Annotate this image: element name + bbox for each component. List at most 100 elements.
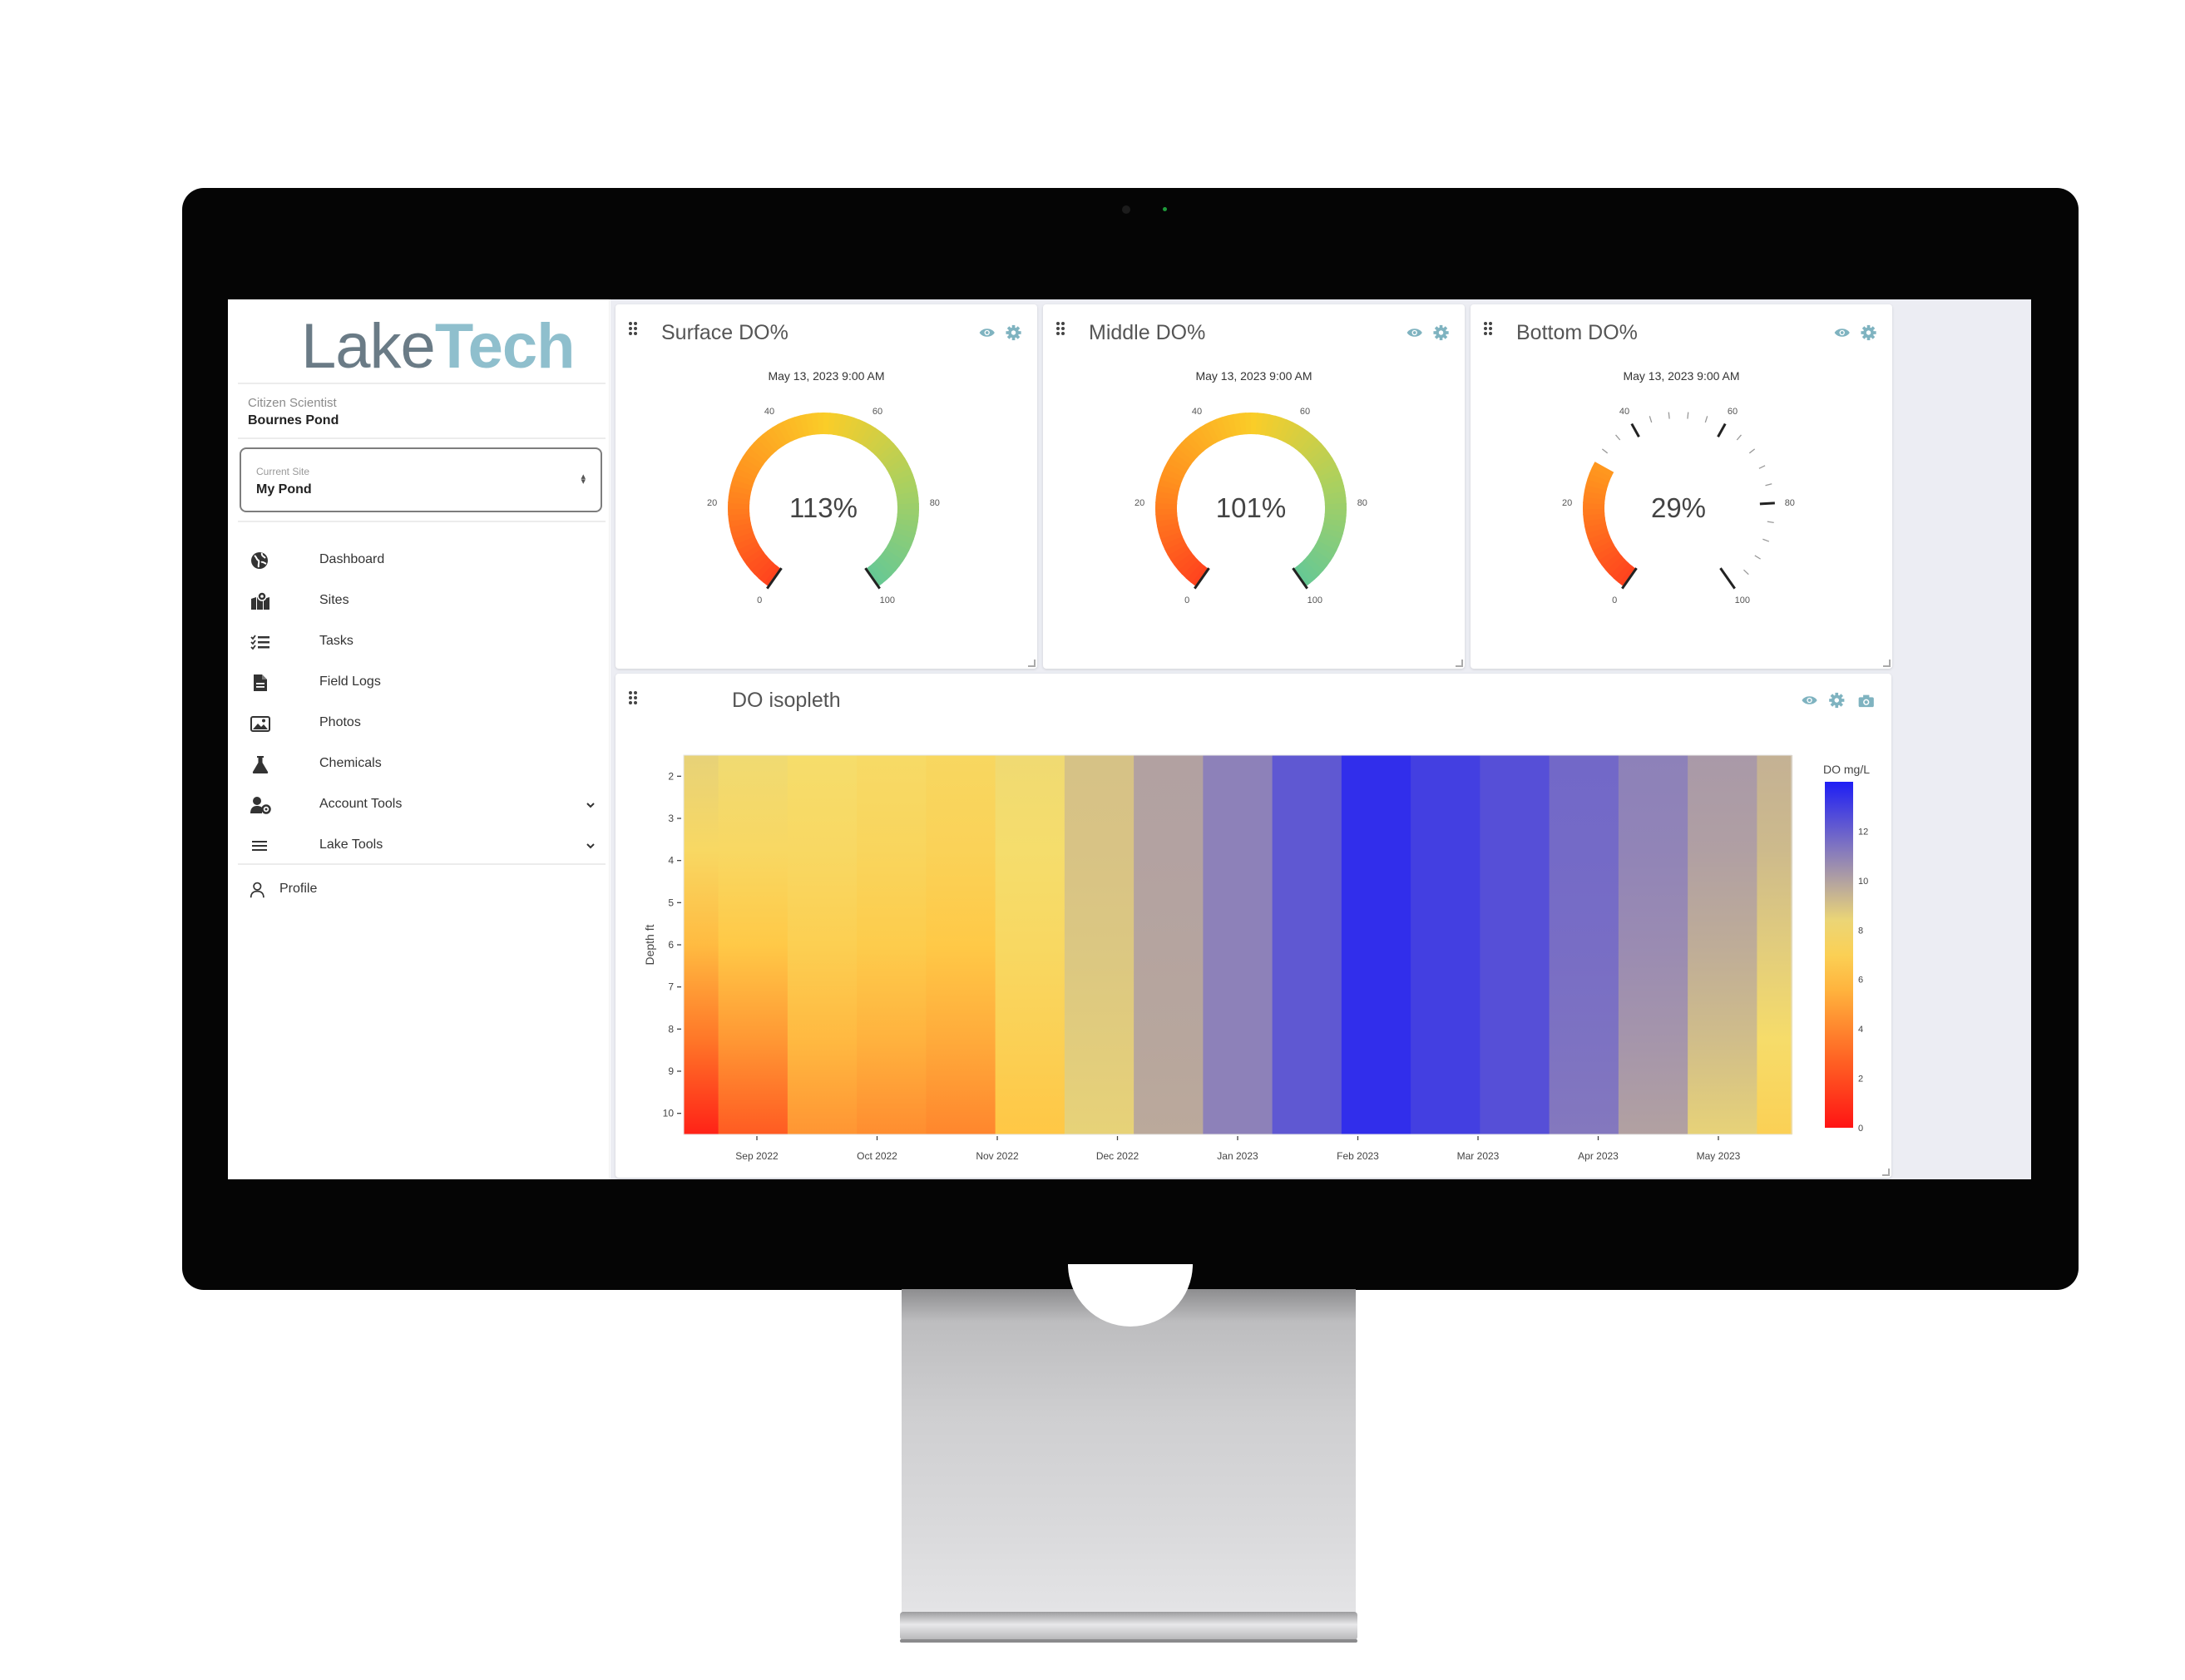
- card-title: Bottom DO%: [1516, 321, 1638, 344]
- gauge-tick-label: 80: [1357, 498, 1367, 508]
- stand-foot-edge: [900, 1639, 1357, 1643]
- gauge-card-surface: Surface DO% May 13, 2023 9:00 AM 0 20 40 60…: [615, 304, 1037, 669]
- eye-icon[interactable]: [1834, 329, 1850, 337]
- user-cog-icon: [250, 797, 271, 814]
- logo-part-tech: Tech: [434, 311, 576, 382]
- isopleth-card: 2 3 4 5 6 7 8 9 10 Depth ft Sep 2022 Oct 2022 Nov 20…: [615, 674, 1891, 1178]
- nav-item-field-logs[interactable]: Field Logs: [250, 668, 599, 698]
- heatmap-cell: [926, 755, 996, 1134]
- sidebar: LakeTech Citizen Scientist Bournes Pond …: [228, 299, 610, 1179]
- select-arrows-icon: ▴ ▾: [581, 472, 586, 487]
- y-tick-label: 4: [668, 855, 674, 867]
- logo[interactable]: LakeTech: [301, 309, 576, 384]
- gauge-value-arc: [1591, 462, 1614, 477]
- y-tick-label: 8: [668, 1023, 674, 1035]
- nav-label: Chemicals: [319, 756, 382, 770]
- gauge-tick-label: 100: [880, 595, 895, 605]
- resize-handle[interactable]: [1882, 1169, 1890, 1176]
- screen: LakeTech Citizen Scientist Bournes Pond …: [228, 299, 2031, 1179]
- drag-handle-icon[interactable]: [1055, 321, 1065, 336]
- gauge-tick-label: 60: [1300, 407, 1310, 417]
- gauge-value-label: 101%: [1216, 492, 1286, 523]
- nav-item-dashboard[interactable]: Dashboard: [250, 546, 599, 576]
- nav-item-account-tools[interactable]: Account Tools: [250, 790, 599, 820]
- monitor-stand: [902, 1289, 1356, 1613]
- x-tick-label: Jan 2023: [1217, 1150, 1258, 1162]
- gear-icon[interactable]: [1861, 324, 1876, 341]
- heatmap-cell: [1618, 755, 1689, 1134]
- camera-icon[interactable]: [1858, 694, 1874, 708]
- plot-frame: [683, 754, 1792, 1135]
- nav-item-sites[interactable]: Sites: [250, 586, 599, 616]
- nav-label: Lake Tools: [319, 838, 383, 852]
- card-title: Middle DO%: [1089, 321, 1206, 344]
- divider: [238, 383, 606, 384]
- gauge-tick-label: 40: [1192, 407, 1202, 417]
- nav-item-chemicals[interactable]: Chemicals: [250, 749, 599, 779]
- heatmap-cell: [857, 755, 927, 1134]
- gauge-tick-label: 80: [1785, 498, 1795, 508]
- stand-foot: [900, 1612, 1357, 1640]
- organization-name: Bournes Pond: [248, 413, 339, 427]
- document-icon: [254, 674, 267, 691]
- gauge-major-tick: [1194, 567, 1210, 590]
- gear-icon[interactable]: [1006, 324, 1021, 341]
- resize-handle[interactable]: [1028, 660, 1036, 667]
- drag-handle-icon[interactable]: [628, 690, 638, 705]
- chevron-down-icon[interactable]: [586, 800, 596, 810]
- y-axis-label: Depth ft: [643, 924, 656, 965]
- y-tick-label: 5: [668, 897, 674, 908]
- menu-lines-icon: [252, 841, 267, 851]
- drag-handle-icon[interactable]: [628, 321, 638, 336]
- flask-icon: [252, 756, 269, 773]
- y-tick-label: 10: [663, 1108, 675, 1119]
- gauge-tick-label: 100: [1308, 595, 1322, 605]
- nav-label: Profile: [279, 882, 318, 896]
- gauge-major-tick: [1621, 567, 1638, 590]
- y-tick-label: 3: [668, 813, 674, 824]
- x-tick-label: Mar 2023: [1457, 1150, 1500, 1162]
- nav-item-photos[interactable]: Photos: [250, 709, 599, 739]
- gauge-tick-label: 20: [1135, 498, 1144, 508]
- nav-item-tasks[interactable]: Tasks: [250, 627, 599, 657]
- eye-icon[interactable]: [1406, 329, 1422, 337]
- gauge-tick-label: 60: [873, 407, 882, 417]
- heatmap-cell: [684, 755, 719, 1134]
- gauge-minor-tick: [1743, 569, 1749, 576]
- gauge-timestamp: May 13, 2023 9:00 AM: [768, 369, 885, 383]
- gauge-tick-label: 0: [1184, 595, 1189, 605]
- gear-icon[interactable]: [1829, 692, 1845, 709]
- x-tick-label: Apr 2023: [1578, 1150, 1619, 1162]
- current-site-select[interactable]: Current Site My Pond ▴ ▾: [240, 447, 602, 512]
- card-actions: [1802, 692, 1874, 709]
- heatmap-cell: [1688, 755, 1758, 1134]
- nav-item-profile[interactable]: Profile: [250, 875, 499, 905]
- gauge-major-tick: [1292, 567, 1308, 590]
- gauge-tick-label: 80: [930, 498, 940, 508]
- globe-icon: [251, 552, 268, 569]
- card-actions: [1406, 324, 1449, 341]
- gauge-minor-tick: [1668, 412, 1670, 419]
- y-tick-label: 7: [668, 981, 674, 993]
- divider: [238, 521, 606, 522]
- chevron-down-icon[interactable]: [586, 841, 596, 851]
- eye-icon[interactable]: [1802, 696, 1817, 704]
- image-icon: [250, 716, 270, 732]
- gauge-value-label: 29%: [1651, 492, 1706, 523]
- nav-item-lake-tools[interactable]: Lake Tools: [250, 831, 599, 861]
- gauge-tick-label: 20: [707, 498, 717, 508]
- task-list-icon: [250, 635, 269, 650]
- drag-handle-icon[interactable]: [1483, 321, 1493, 336]
- colorbar-tick-label: 6: [1858, 976, 1863, 986]
- divider: [238, 437, 606, 439]
- x-tick-label: Sep 2022: [735, 1150, 779, 1162]
- heatmap-cell: [1549, 755, 1619, 1134]
- colorbar-title: DO mg/L: [1823, 763, 1870, 776]
- gauge-minor-tick: [1758, 465, 1766, 469]
- resize-handle[interactable]: [1456, 660, 1463, 667]
- resize-handle[interactable]: [1883, 660, 1891, 667]
- eye-icon[interactable]: [979, 329, 995, 337]
- user-role: Citizen Scientist: [248, 396, 337, 410]
- colorbar-tick-label: 0: [1858, 1124, 1863, 1134]
- gear-icon[interactable]: [1433, 324, 1449, 341]
